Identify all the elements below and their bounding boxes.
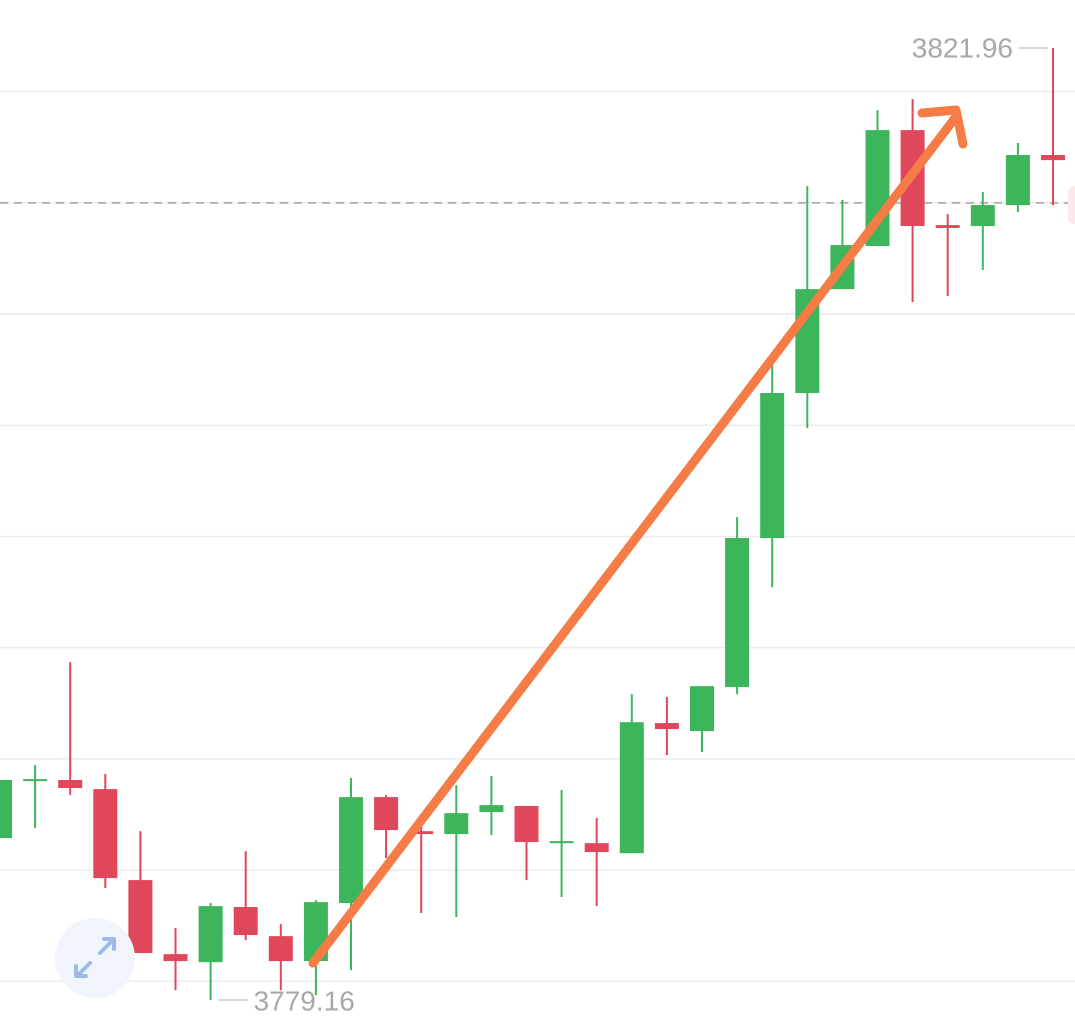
trend-arrow <box>308 105 968 968</box>
candle-body <box>374 797 399 831</box>
candle-body <box>619 722 644 854</box>
min-label: 3779.16 <box>254 985 355 1016</box>
candle-body <box>970 205 995 226</box>
expand-button[interactable] <box>55 918 135 998</box>
arrow-line <box>308 113 960 968</box>
candle-body <box>163 954 188 962</box>
candle-body <box>479 805 504 813</box>
expand-icon[interactable] <box>74 937 116 978</box>
candle-body <box>760 393 785 539</box>
candle-body <box>514 806 539 843</box>
grid <box>0 90 1075 983</box>
candle-body <box>409 831 434 835</box>
candle-body <box>93 789 118 879</box>
candle-body <box>1005 155 1030 206</box>
candle-body <box>654 723 679 730</box>
candle-body <box>725 538 750 688</box>
candle-body <box>444 813 469 835</box>
price-tag <box>1068 186 1075 224</box>
candle-body <box>339 797 363 903</box>
candle-body <box>268 936 293 962</box>
expand-bg[interactable] <box>55 918 135 998</box>
candle-body <box>198 906 223 963</box>
candle-body <box>690 686 714 732</box>
arrow-head <box>917 105 968 149</box>
candle-body <box>935 225 960 228</box>
labels: 3821.96 3779.16 <box>218 32 1048 1016</box>
candle-body <box>58 780 83 789</box>
candle-body <box>23 779 48 782</box>
candle-body <box>584 843 609 853</box>
candle-body <box>233 907 258 936</box>
candle-body <box>128 880 153 954</box>
max-label: 3821.96 <box>912 32 1013 63</box>
candle-body <box>549 841 574 844</box>
candle-body <box>0 780 12 839</box>
candle-body <box>1041 155 1065 161</box>
